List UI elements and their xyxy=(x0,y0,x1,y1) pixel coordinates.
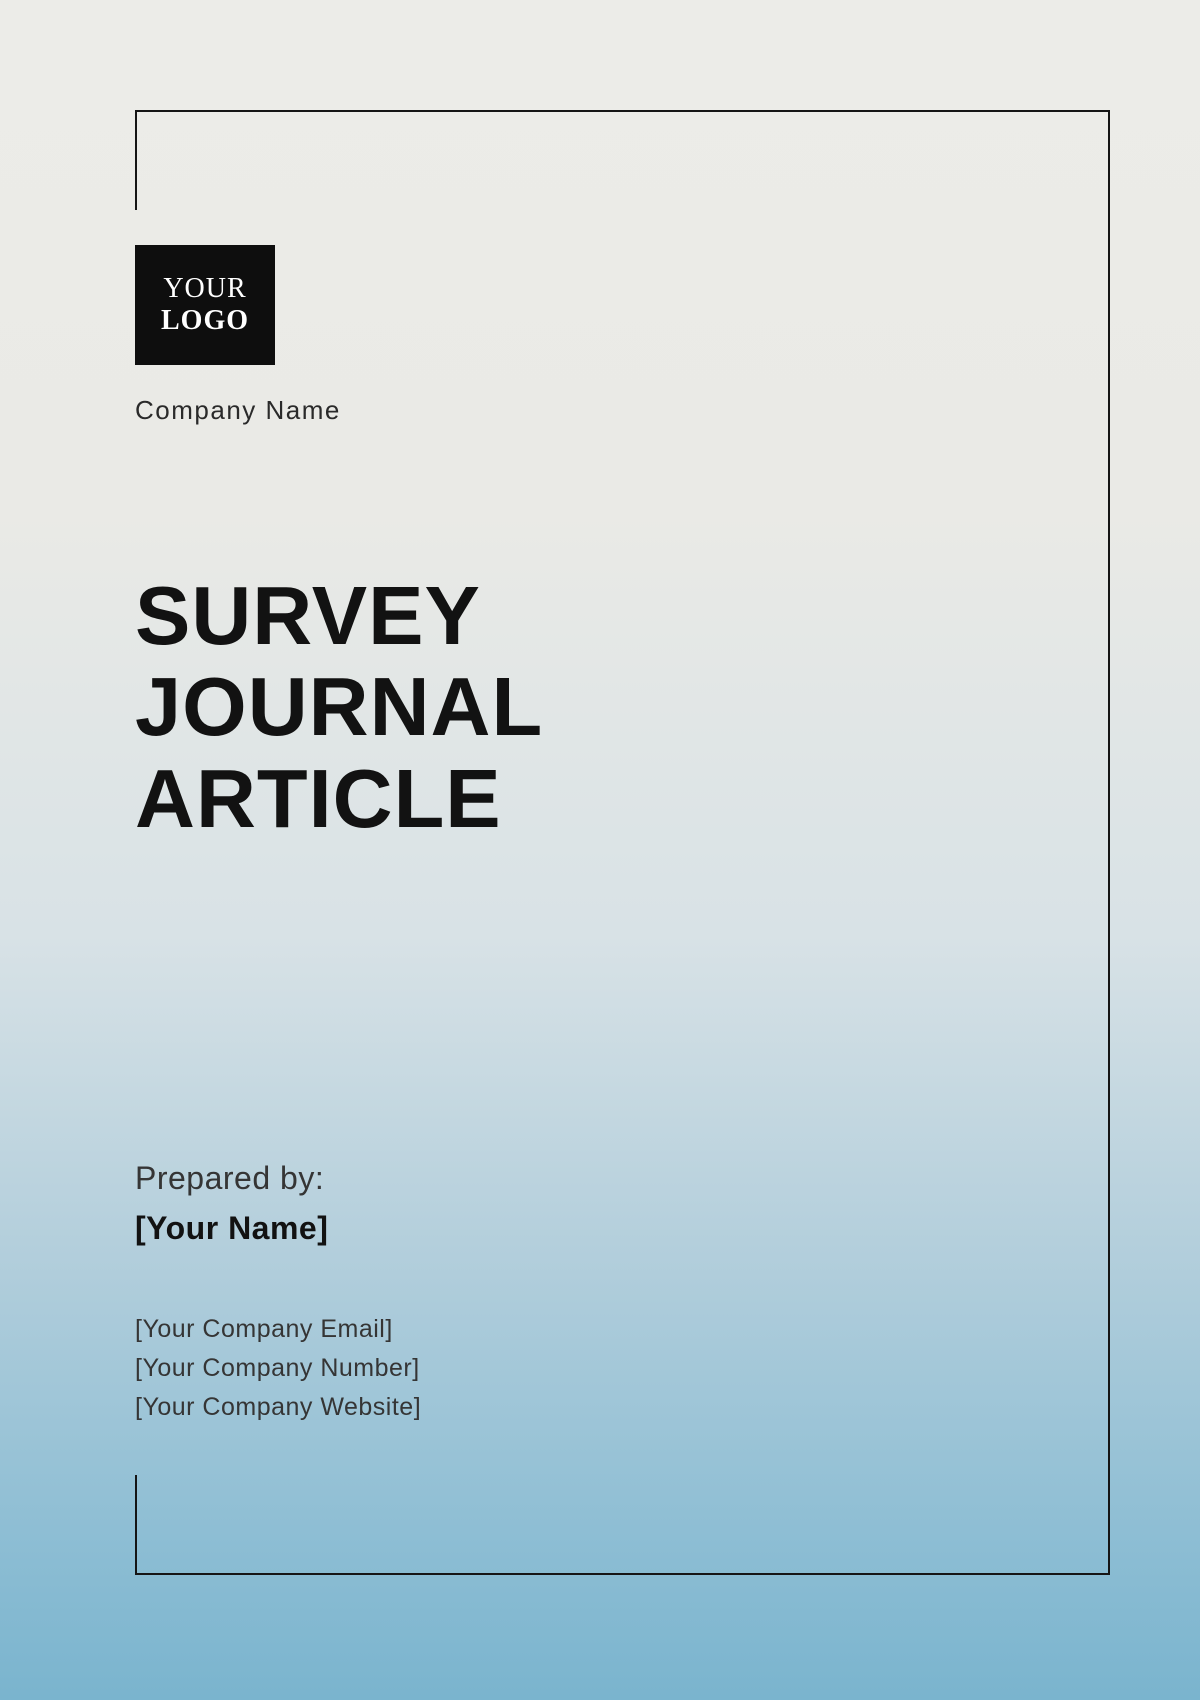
contact-info-block: [Your Company Email] [Your Company Numbe… xyxy=(135,1310,421,1426)
logo-placeholder: YOUR LOGO xyxy=(135,245,275,365)
prepared-by-label: Prepared by: xyxy=(135,1160,324,1197)
border-frame-top-left-stub xyxy=(135,110,137,210)
contact-number: [Your Company Number] xyxy=(135,1349,421,1388)
document-title: SURVEY JOURNAL ARTICLE xyxy=(135,570,543,844)
border-frame-top-stub xyxy=(135,110,205,112)
prepared-by-name: [Your Name] xyxy=(135,1210,328,1247)
title-line3: ARTICLE xyxy=(135,753,543,844)
title-line1: SURVEY xyxy=(135,570,543,661)
logo-text-line2: LOGO xyxy=(161,305,249,337)
border-frame-bottom-left-stub xyxy=(135,1475,137,1575)
company-name: Company Name xyxy=(135,395,341,426)
logo-text-line1: YOUR xyxy=(163,273,246,305)
cover-page: YOUR LOGO Company Name SURVEY JOURNAL AR… xyxy=(0,0,1200,1700)
contact-email: [Your Company Email] xyxy=(135,1310,421,1349)
title-line2: JOURNAL xyxy=(135,661,543,752)
contact-website: [Your Company Website] xyxy=(135,1388,421,1427)
